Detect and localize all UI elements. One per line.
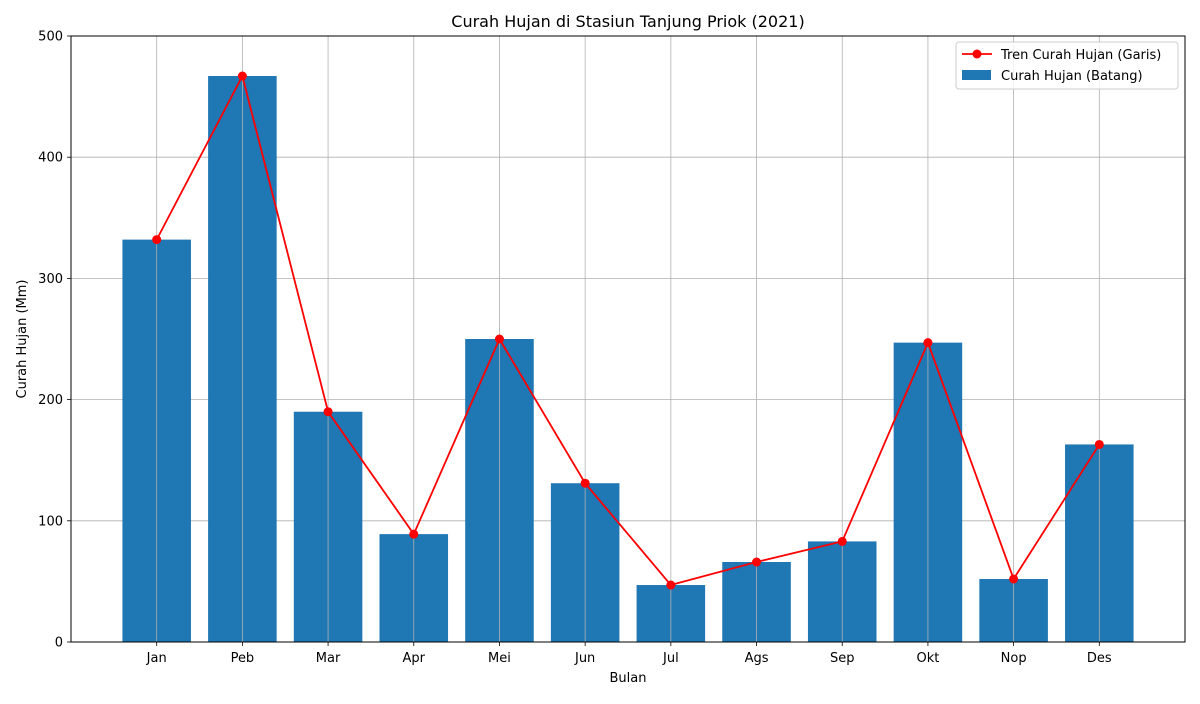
- axes: [67, 35, 1186, 646]
- x-tick-label-sep: Sep: [830, 651, 855, 666]
- x-tick-label-ags: Ags: [745, 651, 769, 666]
- legend: Tren Curah Hujan (Garis) Curah Hujan (Ba…: [955, 41, 1179, 90]
- y-tick-label: 200: [38, 393, 63, 408]
- legend-label-bar: Curah Hujan (Batang): [1001, 69, 1143, 84]
- y-axis-label: Curah Hujan (Mm): [15, 280, 30, 399]
- x-tick-label-peb: Peb: [231, 651, 255, 666]
- x-tick-label-okt: Okt: [916, 651, 939, 666]
- legend-label-line: Tren Curah Hujan (Garis): [1000, 48, 1161, 63]
- trend-point-mar: [323, 407, 333, 417]
- trend-point-nop: [1009, 574, 1019, 584]
- bar-series: [122, 75, 1134, 643]
- trend-point-jun: [580, 478, 590, 488]
- legend-box: [955, 41, 1179, 90]
- y-tick-label: 300: [38, 272, 63, 287]
- x-tick-label-jan: Jan: [146, 651, 167, 666]
- trend-point-okt: [923, 338, 933, 348]
- trend-point-peb: [237, 71, 247, 81]
- x-tick-label-des: Des: [1087, 651, 1112, 666]
- line-series: [152, 71, 1104, 590]
- vertical-grid-lines: [156, 36, 1100, 642]
- legend-line-marker: [972, 49, 982, 59]
- x-tick-label-nop: Nop: [1001, 651, 1027, 666]
- x-tick-label-apr: Apr: [403, 651, 426, 666]
- plot-frame: [70, 35, 1186, 643]
- x-tick-label-mar: Mar: [316, 651, 341, 666]
- x-tick-label-jul: Jul: [662, 651, 679, 666]
- trend-point-sep: [837, 536, 847, 546]
- x-tick-label-mei: Mei: [488, 651, 511, 666]
- trend-point-des: [1094, 439, 1104, 449]
- y-tick-label: 0: [55, 636, 63, 651]
- trend-point-ags: [752, 557, 762, 567]
- y-tick-label: 500: [38, 30, 63, 45]
- y-tick-label: 400: [38, 151, 63, 166]
- chart-title: Curah Hujan di Stasiun Tanjung Priok (20…: [451, 12, 804, 31]
- y-tick-label: 100: [38, 514, 63, 529]
- tick-labels: 0 100 200 300 400 500 Jan Peb Mar Apr Mei Jun Jul Ags…: [38, 30, 1112, 667]
- trend-line: [155, 73, 1101, 587]
- trend-point-apr: [409, 529, 419, 539]
- x-tick-label-jun: Jun: [574, 651, 595, 666]
- legend-bar-swatch: [962, 70, 991, 80]
- trend-point-jan: [152, 235, 162, 245]
- trend-point-mei: [494, 334, 504, 344]
- x-axis-label: Bulan: [610, 671, 647, 686]
- trend-point-jul: [666, 580, 676, 590]
